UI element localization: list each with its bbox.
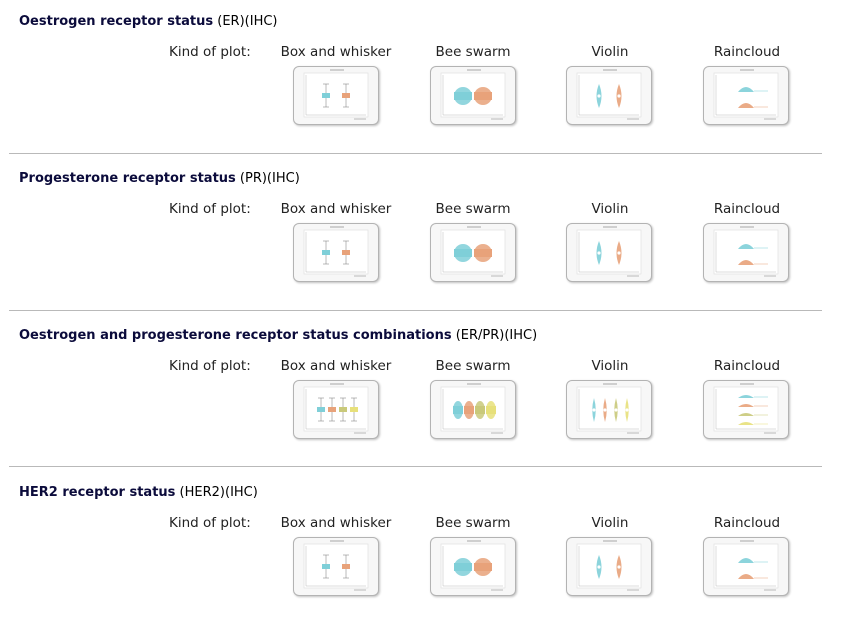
section-divider <box>9 466 822 467</box>
thumbnail-chart-image <box>576 69 642 120</box>
thumbnail-chart-image <box>440 226 506 277</box>
plot-thumbnail-violin[interactable] <box>566 380 652 439</box>
section-1: Oestrogen receptor status (ER)(IHC) Kind … <box>0 14 841 144</box>
kind-of-plot-label: Kind of plot: <box>169 515 251 531</box>
plot-type-label: Bee swarm <box>435 515 511 531</box>
plot-thumbnail-box-whisker[interactable] <box>293 223 379 282</box>
plot-thumbnail-raincloud[interactable] <box>703 380 789 439</box>
thumbnail-chart-image <box>440 383 506 434</box>
thumbnail-chart-image <box>440 540 506 591</box>
thumbnail-chart-image <box>713 69 779 120</box>
plot-thumbnail-box-whisker[interactable] <box>293 66 379 125</box>
plot-type-label: Box and whisker <box>280 358 392 374</box>
plot-type-label: Bee swarm <box>435 44 511 60</box>
plot-thumbnail-box-whisker[interactable] <box>293 380 379 439</box>
plot-thumbnail-violin[interactable] <box>566 66 652 125</box>
section-title-bold: Oestrogen and progesterone receptor stat… <box>19 328 452 343</box>
kind-of-plot-label: Kind of plot: <box>169 44 251 60</box>
section-title: Oestrogen and progesterone receptor stat… <box>19 328 537 343</box>
plot-thumbnail-raincloud[interactable] <box>703 223 789 282</box>
plot-type-label: Raincloud <box>713 515 781 531</box>
plot-thumbnail-raincloud[interactable] <box>703 66 789 125</box>
section-title-bold: Progesterone receptor status <box>19 171 236 186</box>
section-title-bold: HER2 receptor status <box>19 485 176 500</box>
plot-type-label: Raincloud <box>713 201 781 217</box>
plot-thumbnail-bee-swarm[interactable] <box>430 223 516 282</box>
section-3: Oestrogen and progesterone receptor stat… <box>0 328 841 458</box>
plot-type-label: Box and whisker <box>280 515 392 531</box>
thumbnail-chart-image <box>303 540 369 591</box>
plot-thumbnail-box-whisker[interactable] <box>293 537 379 596</box>
kind-of-plot-label: Kind of plot: <box>169 201 251 217</box>
section-title: Progesterone receptor status (PR)(IHC) <box>19 171 300 186</box>
thumbnail-chart-image <box>303 383 369 434</box>
thumbnail-chart-image <box>576 226 642 277</box>
thumbnail-chart-image <box>303 69 369 120</box>
plot-thumbnail-raincloud[interactable] <box>703 537 789 596</box>
section-title-rest: (PR)(IHC) <box>235 171 300 186</box>
section-divider <box>9 310 822 311</box>
section-title-rest: (ER)(IHC) <box>213 14 278 29</box>
section-title-rest: (HER2)(IHC) <box>175 485 258 500</box>
section-title: HER2 receptor status (HER2)(IHC) <box>19 485 258 500</box>
plot-type-label: Raincloud <box>713 358 781 374</box>
thumbnail-chart-image <box>713 383 779 434</box>
thumbnail-chart-image <box>576 383 642 434</box>
plot-type-label: Bee swarm <box>435 358 511 374</box>
thumbnail-chart-image <box>440 69 506 120</box>
plot-type-label: Raincloud <box>713 44 781 60</box>
thumbnail-chart-image <box>713 540 779 591</box>
thumbnail-chart-image <box>576 540 642 591</box>
plot-type-label: Violin <box>591 201 629 217</box>
plot-thumbnail-violin[interactable] <box>566 537 652 596</box>
section-title-bold: Oestrogen receptor status <box>19 14 214 29</box>
plot-type-label: Bee swarm <box>435 201 511 217</box>
plot-type-label: Box and whisker <box>280 201 392 217</box>
section-title-rest: (ER/PR)(IHC) <box>451 328 538 343</box>
thumbnail-chart-image <box>303 226 369 277</box>
plot-thumbnail-bee-swarm[interactable] <box>430 66 516 125</box>
plot-thumbnail-bee-swarm[interactable] <box>430 537 516 596</box>
section-title: Oestrogen receptor status (ER)(IHC) <box>19 14 278 29</box>
kind-of-plot-label: Kind of plot: <box>169 358 251 374</box>
section-divider <box>9 153 822 154</box>
section-2: Progesterone receptor status (PR)(IHC) Ki… <box>0 171 841 301</box>
plot-type-label: Violin <box>591 515 629 531</box>
plot-type-label: Violin <box>591 44 629 60</box>
plot-type-label: Violin <box>591 358 629 374</box>
section-4: HER2 receptor status (HER2)(IHC) Kind of … <box>0 485 841 615</box>
plot-type-label: Box and whisker <box>280 44 392 60</box>
plot-thumbnail-bee-swarm[interactable] <box>430 380 516 439</box>
plot-thumbnail-violin[interactable] <box>566 223 652 282</box>
thumbnail-chart-image <box>713 226 779 277</box>
